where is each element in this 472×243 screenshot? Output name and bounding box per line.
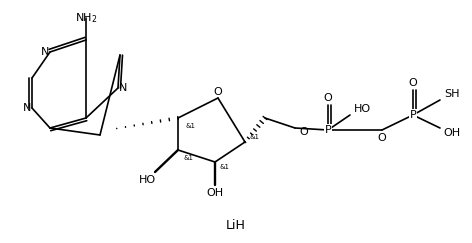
Text: SH: SH xyxy=(444,89,460,99)
Text: &1: &1 xyxy=(220,164,230,170)
Text: &1: &1 xyxy=(250,134,260,140)
Text: &1: &1 xyxy=(186,123,196,129)
Text: HO: HO xyxy=(354,104,371,114)
Text: O: O xyxy=(324,93,332,103)
Text: N: N xyxy=(119,83,127,93)
Text: OH: OH xyxy=(443,128,461,138)
Text: N: N xyxy=(23,103,31,113)
Text: O: O xyxy=(299,127,308,137)
Text: O: O xyxy=(409,78,417,88)
Text: P: P xyxy=(410,110,416,120)
Text: LiH: LiH xyxy=(226,218,246,232)
Text: &1: &1 xyxy=(183,155,193,161)
Text: HO: HO xyxy=(138,175,156,185)
Text: P: P xyxy=(325,125,331,135)
Text: N: N xyxy=(41,47,49,57)
Text: NH$_2$: NH$_2$ xyxy=(75,11,97,25)
Text: OH: OH xyxy=(206,188,224,198)
Text: O: O xyxy=(378,133,387,143)
Text: O: O xyxy=(214,87,222,97)
